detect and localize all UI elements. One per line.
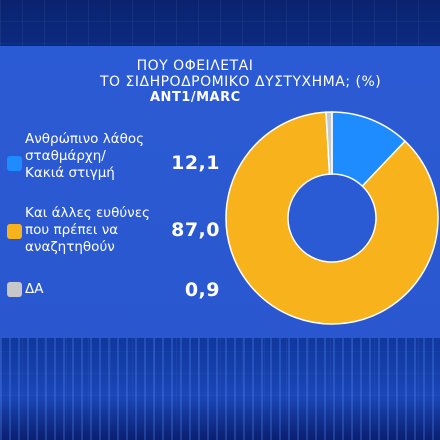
background-glow (0, 330, 440, 440)
legend-label-line: σταθμάρχη/ (25, 148, 106, 164)
legend-swatch-human-error (7, 156, 22, 171)
legend-label-line: Κακιά στιγμή (25, 165, 115, 181)
legend-label-line: Ανθρώπινο λάθος (25, 131, 145, 147)
legend-value-dont-know: 0,9 (184, 279, 220, 301)
chart-title-line1: ΠΟΥ ΟΦΕΙΛΕΤΑΙ (136, 58, 254, 74)
legend-value-human-error: 12,1 (171, 152, 220, 174)
legend-swatch-dont-know (7, 282, 22, 297)
chart-source: ANT1/MARC (150, 90, 241, 105)
legend-label-other-responsibilities: Και άλλες ευθύνες που πρέπει να αναζητηθ… (25, 205, 150, 256)
donut-slice-2 (325, 111, 333, 175)
legend-label-line: αναζητηθούν (25, 239, 115, 255)
legend-label-line: ΔΑ (25, 281, 44, 297)
legend-swatch-other-responsibilities (7, 224, 22, 239)
legend-value-other-responsibilities: 87,0 (171, 219, 220, 241)
donut-hole (289, 175, 375, 261)
donut-slice-1 (225, 111, 439, 325)
legend-label-line: Και άλλες ευθύνες (25, 205, 150, 221)
legend-label-dont-know: ΔΑ (25, 281, 43, 298)
legend-label-line: που πρέπει να (25, 222, 119, 238)
legend-label-human-error: Ανθρώπινο λάθος σταθμάρχη/ Κακιά στιγμή (25, 131, 144, 182)
